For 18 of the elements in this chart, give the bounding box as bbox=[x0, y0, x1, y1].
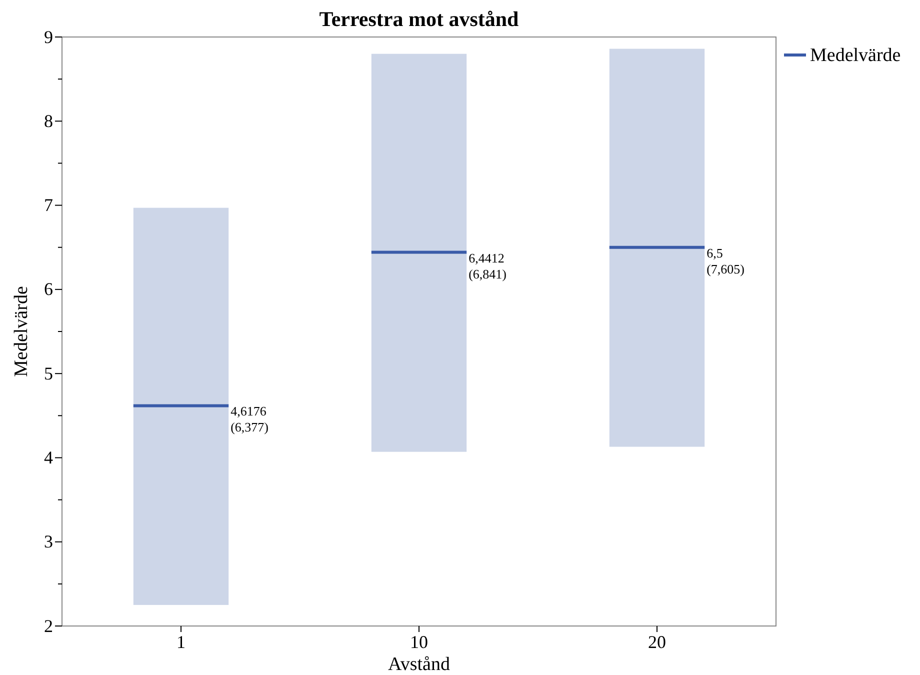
annotation: 6,4412 (6,841) bbox=[468, 250, 507, 282]
y-tick-label: 6 bbox=[44, 279, 53, 300]
y-tick-label: 2 bbox=[44, 616, 53, 636]
annotation: 4,6176 (6,377) bbox=[230, 404, 269, 435]
annotation: 6,5 (7,605) bbox=[706, 245, 745, 276]
y-tick-label: 3 bbox=[44, 532, 53, 552]
x-axis-title: Avstånd bbox=[388, 654, 450, 675]
y-axis-title: Medelvärde bbox=[11, 286, 32, 377]
y-tick-label: 4 bbox=[44, 447, 53, 468]
x-tick-label: 10 bbox=[410, 632, 428, 652]
y-tick-label: 5 bbox=[44, 363, 53, 384]
text: Medelvärde bbox=[810, 45, 901, 66]
y-tick-label: 8 bbox=[44, 110, 53, 131]
y-tick-label: 9 bbox=[44, 26, 53, 47]
chart-title: Terrestra mot avstånd bbox=[319, 7, 520, 31]
x-tick-label: 1 bbox=[176, 632, 186, 652]
y-tick-label: 7 bbox=[44, 195, 53, 216]
x-tick-label: 20 bbox=[648, 632, 666, 652]
